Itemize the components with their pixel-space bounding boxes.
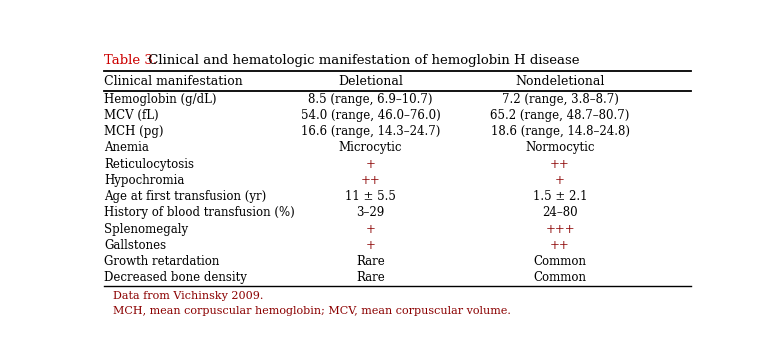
Text: 1.5 ± 2.1: 1.5 ± 2.1 <box>533 190 587 203</box>
Text: ++: ++ <box>550 158 570 171</box>
Text: +: + <box>365 222 376 236</box>
Text: 65.2 (range, 48.7–80.7): 65.2 (range, 48.7–80.7) <box>490 109 630 122</box>
Text: Hemoglobin (g/dL): Hemoglobin (g/dL) <box>104 92 217 106</box>
Text: +: + <box>555 174 565 187</box>
Text: Clinical and hematologic manifestation of hemoglobin H disease: Clinical and hematologic manifestation o… <box>144 54 580 67</box>
Text: 7.2 (range, 3.8–8.7): 7.2 (range, 3.8–8.7) <box>501 92 618 106</box>
Text: 54.0 (range, 46.0–76.0): 54.0 (range, 46.0–76.0) <box>301 109 441 122</box>
Text: Normocytic: Normocytic <box>525 141 595 154</box>
Text: Gallstones: Gallstones <box>104 239 166 252</box>
Text: 24–80: 24–80 <box>542 206 578 219</box>
Text: MCH, mean corpuscular hemoglobin; MCV, mean corpuscular volume.: MCH, mean corpuscular hemoglobin; MCV, m… <box>113 306 511 316</box>
Text: 18.6 (range, 14.8–24.8): 18.6 (range, 14.8–24.8) <box>490 125 629 138</box>
Text: Growth retardation: Growth retardation <box>104 255 220 268</box>
Text: Deletional: Deletional <box>338 75 403 88</box>
Text: MCV (fL): MCV (fL) <box>104 109 159 122</box>
Text: Microcytic: Microcytic <box>339 141 403 154</box>
Text: Nondeletional: Nondeletional <box>515 75 605 88</box>
Text: Anemia: Anemia <box>104 141 149 154</box>
Text: Clinical manifestation: Clinical manifestation <box>104 75 243 88</box>
Text: Splenomegaly: Splenomegaly <box>104 222 189 236</box>
Text: Common: Common <box>534 271 587 284</box>
Text: +: + <box>365 158 376 171</box>
Text: MCH (pg): MCH (pg) <box>104 125 164 138</box>
Text: Data from Vichinsky 2009.: Data from Vichinsky 2009. <box>113 291 264 301</box>
Text: +: + <box>365 239 376 252</box>
Text: 11 ± 5.5: 11 ± 5.5 <box>345 190 396 203</box>
Text: ++: ++ <box>550 239 570 252</box>
Text: History of blood transfusion (%): History of blood transfusion (%) <box>104 206 295 219</box>
Text: Rare: Rare <box>356 255 385 268</box>
Text: 8.5 (range, 6.9–10.7): 8.5 (range, 6.9–10.7) <box>308 92 433 106</box>
Text: Age at first transfusion (yr): Age at first transfusion (yr) <box>104 190 266 203</box>
Text: Common: Common <box>534 255 587 268</box>
Text: Reticulocytosis: Reticulocytosis <box>104 158 194 171</box>
Text: Hypochromia: Hypochromia <box>104 174 185 187</box>
Text: Rare: Rare <box>356 271 385 284</box>
Text: ++: ++ <box>361 174 380 187</box>
Text: Decreased bone density: Decreased bone density <box>104 271 247 284</box>
Text: 16.6 (range, 14.3–24.7): 16.6 (range, 14.3–24.7) <box>301 125 440 138</box>
Text: +++: +++ <box>546 222 575 236</box>
Text: Table 3.: Table 3. <box>104 54 158 67</box>
Text: 3–29: 3–29 <box>356 206 385 219</box>
